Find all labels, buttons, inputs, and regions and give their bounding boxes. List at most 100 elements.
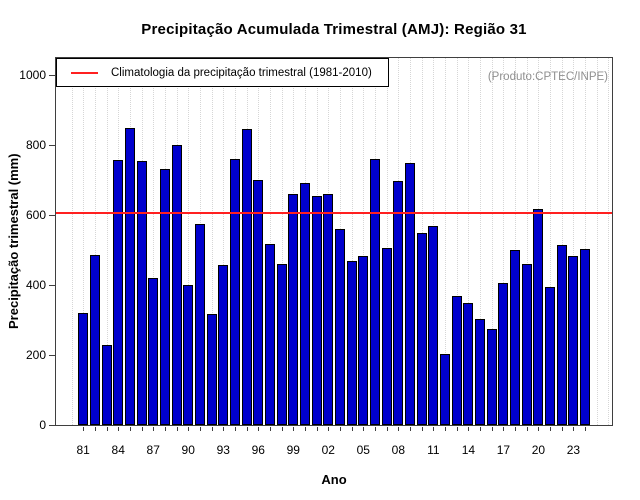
bar-1981 xyxy=(78,313,89,425)
bar-1983 xyxy=(101,344,112,425)
gridline xyxy=(503,58,505,425)
bar-1985 xyxy=(124,127,135,425)
x-tick-label: 05 xyxy=(356,443,370,457)
x-tick-label: 96 xyxy=(251,443,265,457)
gridline xyxy=(561,58,563,425)
gridline xyxy=(445,58,447,425)
bar-2007 xyxy=(381,247,392,425)
bar-1982 xyxy=(89,254,100,425)
gridline xyxy=(281,58,283,425)
y-tick-label: 400 xyxy=(25,278,46,292)
gridline xyxy=(468,58,470,425)
watermark-text: (Produto:CPTEC/INPE) xyxy=(487,71,608,83)
bar-1990 xyxy=(183,284,194,425)
x-tick xyxy=(468,427,470,431)
x-tick xyxy=(526,427,528,431)
gridline xyxy=(269,58,271,425)
bar-2021 xyxy=(545,287,556,425)
bar-1998 xyxy=(276,263,287,425)
gridline xyxy=(480,58,482,425)
x-tick xyxy=(375,427,376,431)
bar-2002 xyxy=(323,194,334,425)
x-tick xyxy=(129,427,131,431)
bar-2018 xyxy=(510,249,521,425)
x-tick-label: 08 xyxy=(391,443,406,457)
x-tick xyxy=(339,427,341,431)
x-tick xyxy=(188,427,190,431)
legend-label: Climatologia da precipitação trimestral … xyxy=(111,66,372,79)
chart-title: Precipitação Acumulada Trimestral (AMJ):… xyxy=(141,21,527,38)
x-tick xyxy=(234,427,236,431)
bar-1988 xyxy=(159,168,170,425)
climatology-line xyxy=(56,212,612,215)
bar-1999 xyxy=(288,193,299,425)
x-tick xyxy=(351,427,353,431)
bar-1993 xyxy=(218,265,229,425)
gridline xyxy=(211,58,213,425)
gridline xyxy=(596,58,598,425)
gridline xyxy=(188,58,190,425)
gridline xyxy=(585,58,587,425)
x-tick xyxy=(445,427,447,431)
bar-1991 xyxy=(194,223,205,425)
x-tick xyxy=(211,427,213,431)
y-tick-label: 0 xyxy=(39,418,46,432)
x-axis-title: Ano xyxy=(321,472,347,487)
x-tick-label: 93 xyxy=(216,443,230,457)
bar-2013 xyxy=(451,296,462,425)
y-tick-label: 600 xyxy=(25,208,46,222)
bar-1995 xyxy=(241,129,252,425)
bar-2024 xyxy=(580,248,591,425)
x-tick xyxy=(293,427,295,431)
y-tick-label: 1000 xyxy=(19,68,46,82)
x-tick-label: 23 xyxy=(566,443,581,457)
x-tick xyxy=(199,427,201,431)
bar-2014 xyxy=(463,302,474,425)
x-tick xyxy=(421,427,423,431)
x-tick-label: 87 xyxy=(146,443,160,457)
bar-2020 xyxy=(533,209,544,425)
plot-area: Climatologia da precipitação trimestral … xyxy=(55,57,613,426)
legend-line-sample xyxy=(71,71,98,74)
x-tick xyxy=(176,427,178,431)
bar-1996 xyxy=(253,179,264,425)
x-tick-label: 20 xyxy=(531,443,546,457)
x-tick-label: 84 xyxy=(111,443,125,457)
gridline xyxy=(223,58,225,425)
x-tick-label: 11 xyxy=(427,443,440,457)
bar-1997 xyxy=(264,244,275,425)
y-tick xyxy=(49,145,55,146)
y-axis-title: Precipitação trimestral (mm) xyxy=(6,153,21,330)
x-tick xyxy=(503,427,505,431)
x-tick xyxy=(246,427,248,431)
x-tick xyxy=(106,427,108,431)
x-tick xyxy=(94,427,96,431)
x-tick-label: 81 xyxy=(76,443,90,457)
bar-2001 xyxy=(311,196,322,425)
gridline xyxy=(550,58,552,425)
gridline xyxy=(608,58,610,425)
x-tick xyxy=(386,427,388,431)
gridline xyxy=(386,58,388,425)
bar-2011 xyxy=(428,225,439,425)
bar-2022 xyxy=(556,245,567,425)
bar-1984 xyxy=(113,160,124,425)
x-tick xyxy=(164,427,166,431)
x-tick xyxy=(223,427,225,431)
bar-2006 xyxy=(370,158,380,425)
x-tick xyxy=(398,427,400,431)
bar-2009 xyxy=(405,162,416,425)
bar-2005 xyxy=(358,256,369,425)
x-tick-label: 02 xyxy=(321,443,335,457)
gridline xyxy=(491,58,493,425)
x-tick xyxy=(456,427,458,431)
legend: Climatologia da precipitação trimestral … xyxy=(56,58,389,87)
bar-2010 xyxy=(416,232,427,425)
x-tick xyxy=(561,427,563,431)
x-tick xyxy=(269,427,271,431)
gridline xyxy=(153,58,155,425)
y-tick-label: 200 xyxy=(25,348,46,362)
bar-2023 xyxy=(568,256,579,425)
gridline xyxy=(94,58,96,425)
bar-2008 xyxy=(393,181,404,425)
